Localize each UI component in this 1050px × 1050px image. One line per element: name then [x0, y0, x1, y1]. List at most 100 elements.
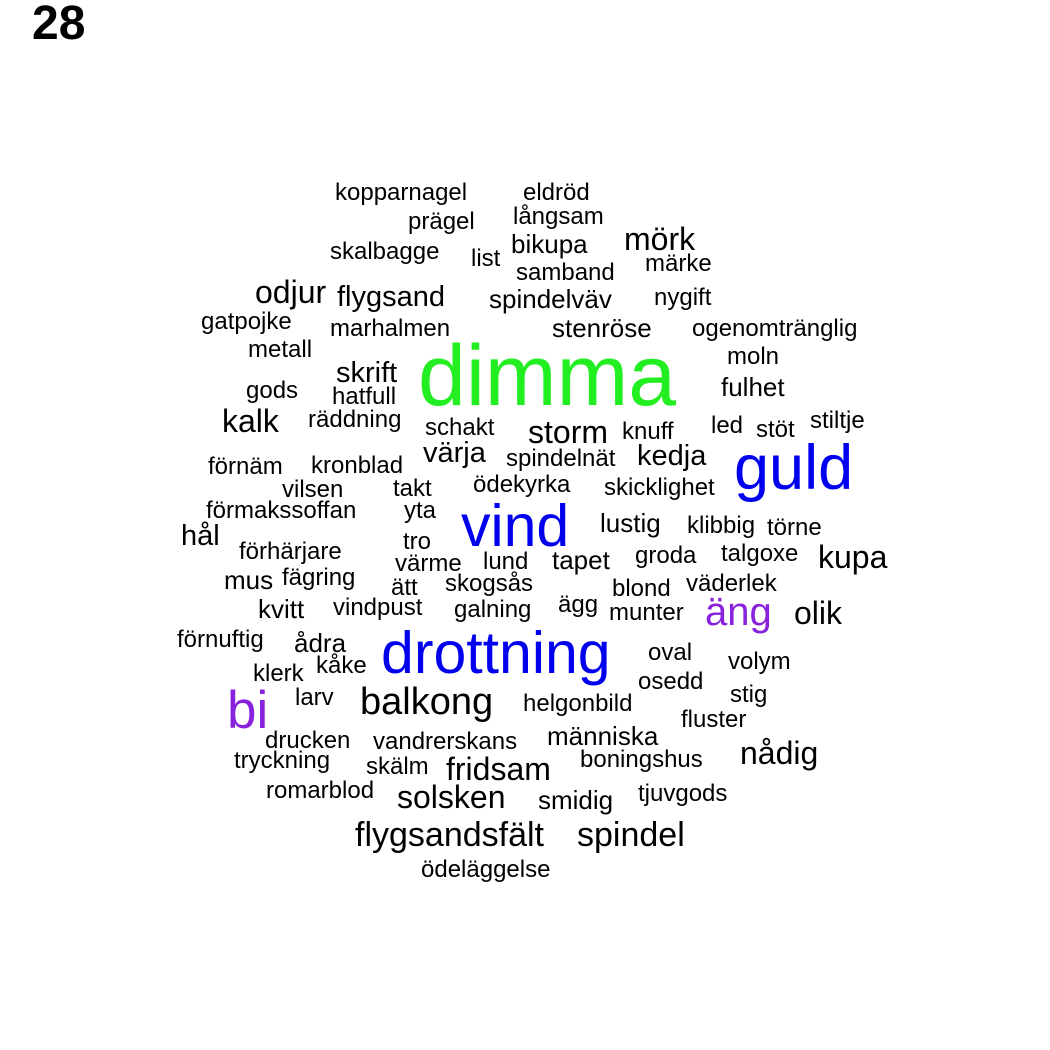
word-88: nådig: [740, 735, 819, 771]
word-43: förmakssoffan: [206, 497, 357, 524]
word-64: kvitt: [258, 594, 305, 624]
word-11: flygsand: [337, 281, 446, 313]
word-67: ägg: [558, 591, 599, 618]
word-19: moln: [727, 343, 780, 370]
word-25: kalk: [222, 403, 279, 439]
word-54: tapet: [552, 545, 610, 575]
word-3: prägel: [408, 208, 475, 235]
word-84: fluster: [681, 706, 747, 733]
word-70: olik: [794, 595, 843, 631]
word-12: spindelväv: [489, 284, 612, 314]
word-27: schakt: [425, 414, 495, 441]
word-5: mörk: [624, 221, 696, 257]
word-83: stig: [730, 681, 768, 708]
word-1: eldröd: [523, 179, 590, 206]
word-34: värja: [423, 437, 486, 469]
word-18: metall: [248, 336, 313, 363]
word-2: långsam: [513, 203, 604, 230]
word-31: stöt: [756, 416, 795, 443]
word-73: drottning: [381, 620, 611, 686]
word-81: balkong: [360, 681, 494, 723]
word-7: list: [471, 245, 501, 272]
word-77: klerk: [253, 660, 304, 687]
word-0: kopparnagel: [335, 179, 468, 206]
word-39: ödekyrka: [473, 471, 571, 498]
word-22: fulhet: [721, 372, 785, 402]
word-20: dimma: [418, 328, 677, 424]
word-53: lund: [483, 548, 529, 575]
page-number: 28: [32, 0, 86, 50]
word-10: odjur: [255, 274, 327, 310]
word-38: kronblad: [311, 452, 404, 479]
word-6: skalbagge: [330, 238, 440, 265]
word-76: kåke: [316, 652, 367, 679]
word-75: volym: [728, 648, 791, 675]
word-36: kedja: [637, 440, 707, 472]
word-45: vind: [461, 493, 570, 559]
word-9: märke: [645, 250, 712, 277]
word-40: vilsen: [282, 476, 344, 503]
word-48: törne: [767, 514, 822, 541]
word-61: skogsås: [445, 570, 534, 597]
word-50: tro: [403, 528, 432, 555]
word-95: smidig: [538, 785, 614, 815]
word-23: gods: [246, 377, 299, 404]
word-98: spindel: [577, 816, 685, 854]
word-59: fägring: [282, 564, 356, 591]
word-24: hatfull: [332, 383, 397, 410]
word-13: nygift: [654, 284, 712, 311]
word-79: bi: [227, 681, 269, 740]
word-94: solsken: [397, 779, 506, 815]
word-92: boningshus: [580, 746, 703, 773]
word-33: guld: [734, 433, 854, 503]
word-71: förnuftig: [177, 626, 264, 653]
word-99: ödeläggelse: [421, 856, 551, 883]
word-66: galning: [454, 596, 532, 623]
word-37: förnäm: [208, 453, 283, 480]
word-30: led: [711, 412, 744, 439]
word-78: osedd: [638, 668, 704, 695]
word-96: tjuvgods: [638, 780, 728, 807]
word-51: förhärjare: [239, 538, 342, 565]
word-49: hål: [181, 520, 220, 552]
word-42: skicklighet: [604, 474, 715, 501]
word-14: gatpojke: [201, 308, 292, 335]
word-87: människa: [547, 721, 659, 751]
word-85: drucken: [265, 727, 351, 754]
word-41: takt: [393, 475, 432, 502]
word-52: värme: [395, 550, 462, 577]
word-69: äng: [705, 590, 772, 634]
word-74: oval: [648, 639, 693, 666]
word-46: lustig: [600, 508, 661, 538]
word-15: marhalmen: [330, 315, 451, 342]
word-26: räddning: [308, 406, 402, 433]
word-65: vindpust: [333, 594, 423, 621]
word-58: mus: [224, 565, 274, 595]
word-55: groda: [635, 542, 697, 569]
word-56: talgoxe: [721, 540, 799, 567]
word-97: flygsandsfält: [355, 816, 544, 854]
word-44: yta: [404, 497, 437, 524]
word-16: stenröse: [552, 313, 652, 343]
word-89: tryckning: [234, 747, 331, 774]
word-93: romarblod: [266, 777, 375, 804]
word-8: samband: [516, 259, 615, 286]
word-21: skrift: [336, 357, 398, 389]
word-62: blond: [612, 575, 671, 602]
word-35: spindelnät: [506, 445, 616, 472]
word-86: vandrerskans: [373, 728, 518, 755]
word-82: helgonbild: [523, 690, 633, 717]
word-17: ogenomtränglig: [692, 315, 858, 342]
word-68: munter: [609, 599, 684, 626]
word-90: skälm: [366, 753, 429, 780]
word-47: klibbig: [687, 512, 756, 539]
word-80: larv: [295, 684, 334, 711]
word-28: storm: [528, 414, 608, 450]
word-29: knuff: [622, 418, 674, 445]
word-60: ätt: [391, 574, 418, 601]
word-4: bikupa: [511, 229, 588, 259]
word-72: ådra: [294, 628, 347, 658]
word-57: kupa: [818, 539, 888, 575]
word-63: väderlek: [686, 570, 777, 597]
